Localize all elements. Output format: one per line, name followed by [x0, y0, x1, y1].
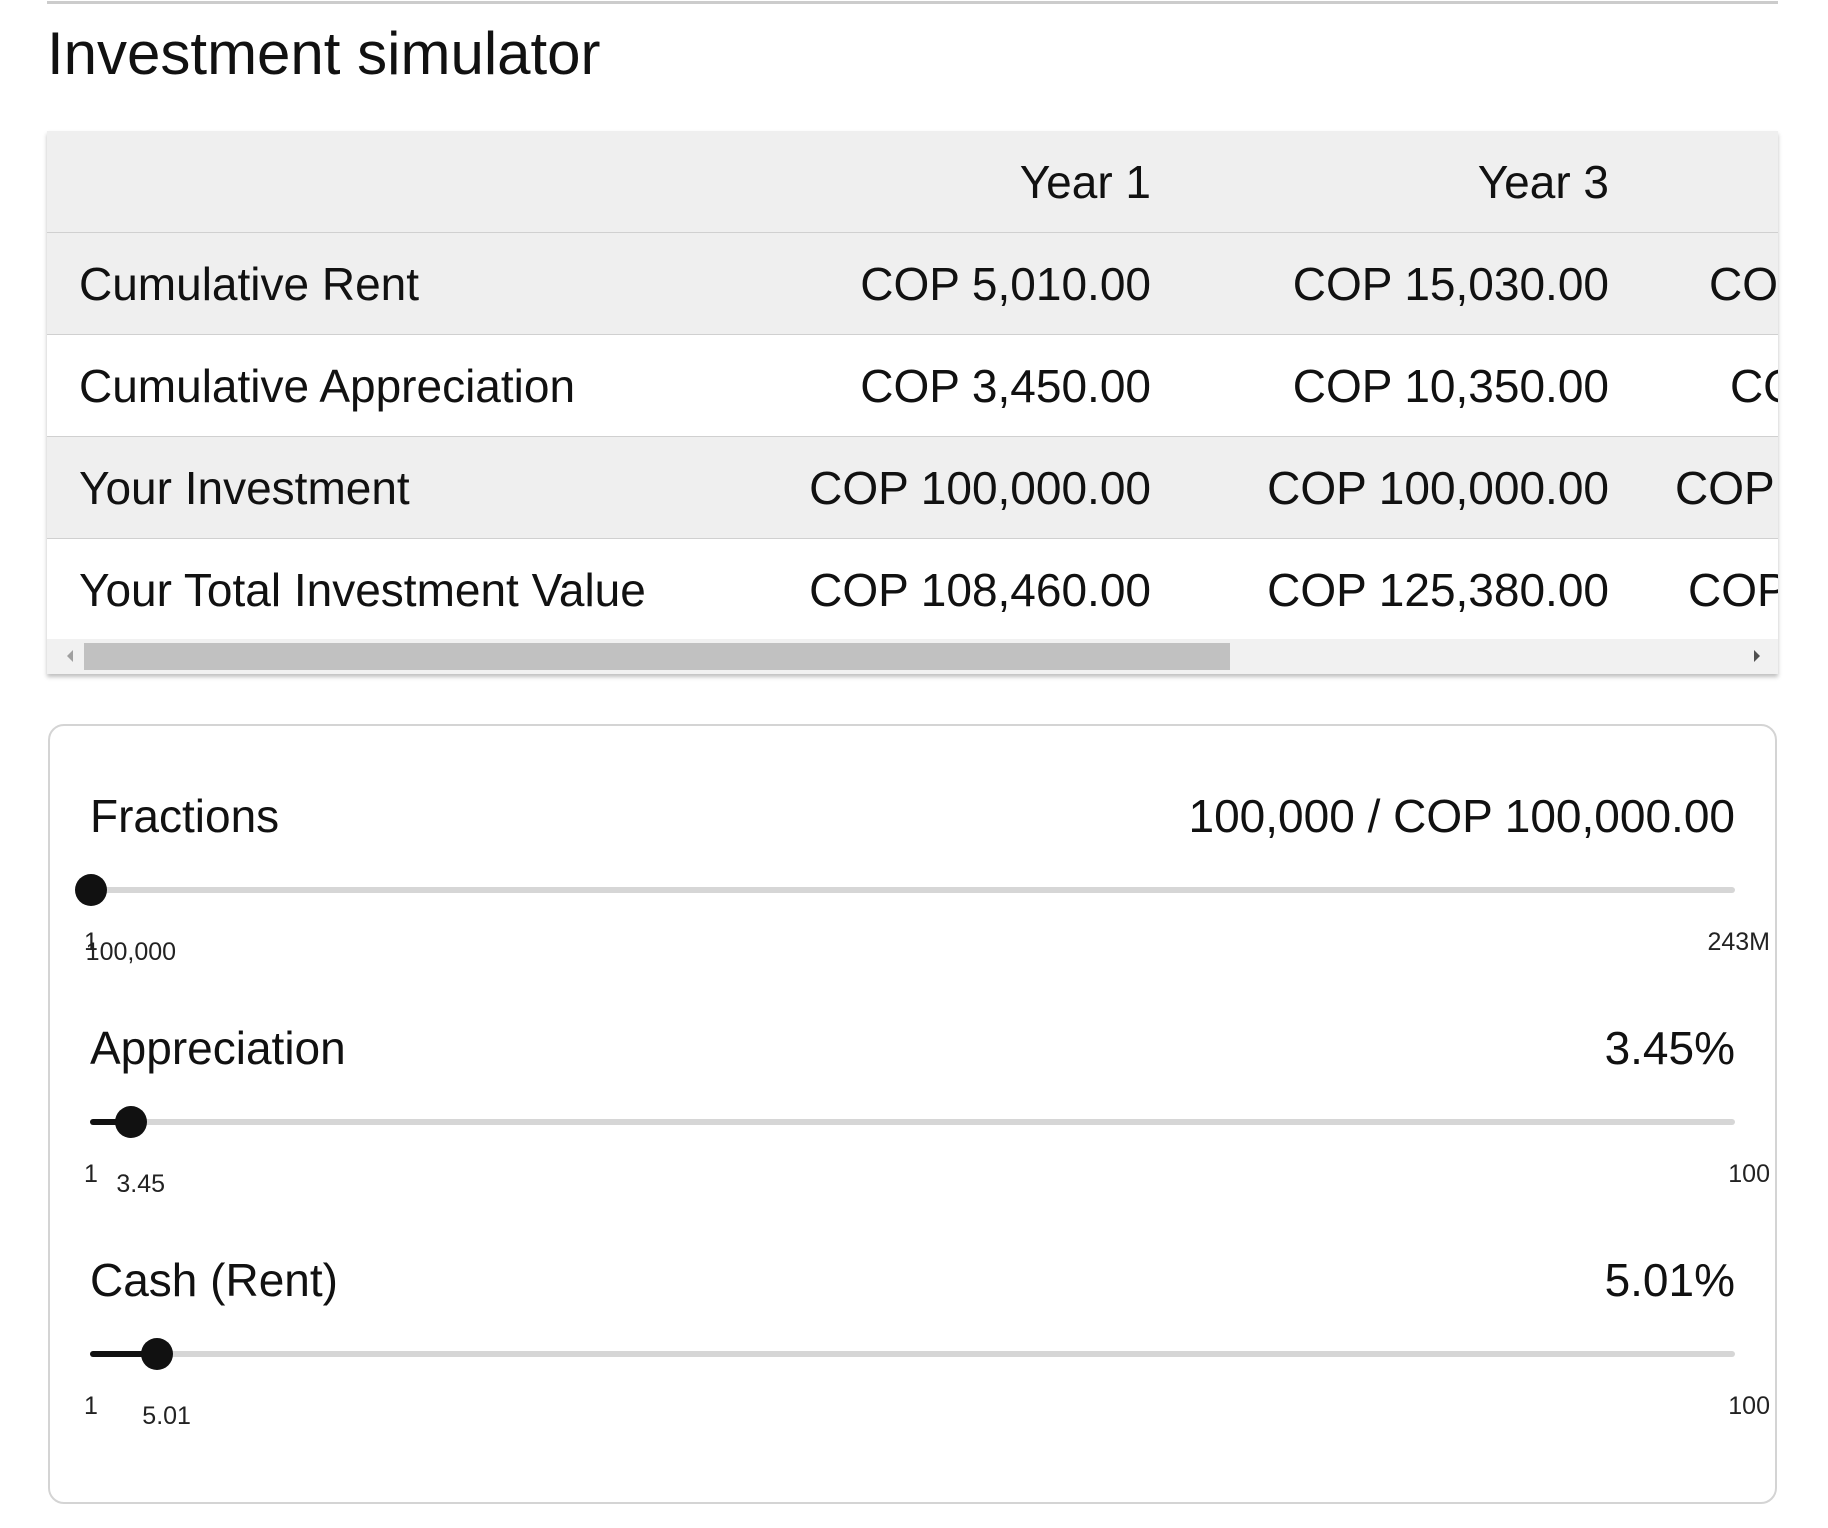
- slider-label: Appreciation: [90, 1022, 346, 1074]
- header-row: Year 1 Year 3: [47, 131, 1778, 233]
- table-row: Your Total Investment Value COP 108,460.0…: [47, 539, 1778, 641]
- slider-min: 1: [84, 928, 98, 956]
- table-cell: COP 108,460.00: [809, 564, 1151, 616]
- slider-label: Cash (Rent): [90, 1254, 338, 1306]
- table-cell: COP 10,350.00: [1292, 360, 1609, 412]
- horizontal-scrollbar[interactable]: [47, 639, 1778, 674]
- table-cell: COP: [1675, 462, 1775, 514]
- slider-min: 1: [84, 1392, 98, 1420]
- row-label: Your Investment: [79, 462, 410, 514]
- table-row: Your Investment COP 100,000.00 COP 100,000…: [47, 437, 1778, 539]
- table-cell: COP 100,000.00: [1267, 462, 1609, 514]
- table-cell: COP: [1688, 564, 1778, 616]
- table-cell: COP: [1730, 360, 1778, 412]
- table-row: Cumulative Rent COP 5,010.00 COP 15,030.00…: [47, 233, 1778, 335]
- slider-thumb[interactable]: [140, 1338, 173, 1370]
- column-header: Year 3: [1477, 156, 1609, 208]
- table-cell: COP 125,380.00: [1267, 564, 1609, 616]
- slider-value: 5.01%: [1604, 1254, 1735, 1306]
- slider-track[interactable]: [90, 1119, 1735, 1125]
- slider-label: Fractions: [90, 790, 280, 842]
- row-label: Cumulative Rent: [79, 258, 420, 310]
- column-header: Year 1: [1019, 156, 1151, 208]
- scrollbar-thumb[interactable]: [84, 643, 1230, 670]
- slider-thumb[interactable]: [114, 1106, 147, 1138]
- slider-max: 100: [1728, 1160, 1770, 1188]
- table-cell: COP 100,000.00: [809, 462, 1151, 514]
- slider-value: 3.45%: [1604, 1022, 1735, 1074]
- table-cell: COP 3,450.00: [860, 360, 1151, 412]
- slider-track[interactable]: [90, 1351, 1735, 1357]
- slider-track[interactable]: [90, 887, 1735, 893]
- scroll-left-arrow[interactable]: [67, 650, 73, 662]
- table-cell: COP 5,010.00: [860, 258, 1151, 310]
- slider-panel: [48, 724, 1777, 1504]
- slider-fill: [90, 1351, 157, 1357]
- slider-current: 3.45: [116, 1170, 166, 1198]
- table-cell: COP 15,030.00: [1292, 258, 1609, 310]
- page-title: Investment simulator: [47, 20, 601, 87]
- divider: [47, 1, 1778, 4]
- row-label: Your Total Investment Value: [79, 564, 646, 616]
- scroll-right-arrow[interactable]: [1754, 650, 1760, 662]
- table-cell: COP: [1709, 258, 1778, 310]
- slider-max: 100: [1728, 1392, 1770, 1420]
- slider-fill: [90, 1119, 131, 1125]
- scroll-arrows: [67, 650, 1760, 662]
- slider-min: 1: [84, 1160, 98, 1188]
- slider-value: 100,000 / COP 100,000.00: [1188, 790, 1735, 842]
- slider-current: 5.01: [142, 1402, 191, 1430]
- simulation-table: Year 1 Year 3 Cumulative Rent COP 5,010.00 C…: [47, 131, 1778, 674]
- slider-current: 100,000: [85, 938, 177, 966]
- table-row: Cumulative Appreciation COP 3,450.00 COP 1…: [47, 335, 1778, 437]
- slider-thumb[interactable]: [74, 874, 107, 906]
- slider-max: 243M: [1707, 928, 1770, 956]
- row-label: Cumulative Appreciation: [79, 360, 576, 412]
